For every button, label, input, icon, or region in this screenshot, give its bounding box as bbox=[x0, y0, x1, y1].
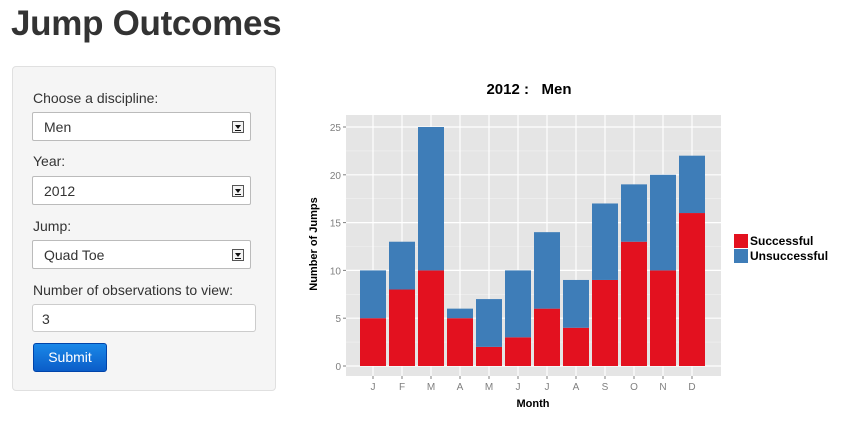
bar-unsuccessful bbox=[418, 127, 444, 271]
submit-button[interactable]: Submit bbox=[33, 343, 107, 372]
chevron-down-icon bbox=[232, 185, 244, 197]
legend-label: Unsuccessful bbox=[750, 249, 828, 263]
bar-successful bbox=[389, 289, 415, 366]
bar-successful bbox=[534, 308, 560, 366]
bar-successful bbox=[360, 318, 386, 366]
discipline-label: Choose a discipline: bbox=[33, 90, 159, 106]
bar-successful bbox=[592, 279, 618, 366]
x-tick-label: S bbox=[602, 382, 609, 393]
chart-container: 2012 : Men 0 5 10 15 20 25 J F M A M J J A S O N D Month… bbox=[300, 70, 848, 424]
x-tick-label: J bbox=[371, 382, 376, 393]
observations-input-value: 3 bbox=[42, 311, 50, 327]
year-select[interactable]: 2012 bbox=[32, 176, 251, 205]
x-tick-label: J bbox=[545, 382, 550, 393]
x-tick-label: A bbox=[457, 382, 464, 393]
bar-unsuccessful bbox=[534, 232, 560, 309]
y-tick-label: 0 bbox=[335, 362, 341, 373]
x-tick-label: M bbox=[485, 382, 493, 393]
bar-successful bbox=[563, 327, 589, 366]
bar-unsuccessful bbox=[476, 299, 502, 347]
y-tick-label: 5 bbox=[335, 314, 341, 325]
x-tick-label: F bbox=[399, 382, 405, 393]
y-tick-label: 25 bbox=[330, 123, 342, 134]
y-tick-label: 15 bbox=[330, 219, 342, 230]
x-tick-label: A bbox=[573, 382, 580, 393]
observations-label: Number of observations to view: bbox=[33, 282, 233, 298]
stacked-bar-chart: 2012 : Men 0 5 10 15 20 25 J F M A M J J A S O N D Month… bbox=[308, 81, 828, 410]
x-tick-label: J bbox=[516, 382, 521, 393]
legend-swatch-unsuccessful bbox=[734, 249, 748, 263]
bar-unsuccessful bbox=[563, 279, 589, 328]
bar-unsuccessful bbox=[360, 270, 386, 319]
bar-unsuccessful bbox=[592, 203, 618, 280]
x-tick-label: O bbox=[630, 382, 638, 393]
bar-unsuccessful bbox=[679, 155, 705, 214]
year-select-value: 2012 bbox=[44, 183, 76, 199]
chevron-down-icon bbox=[232, 121, 244, 133]
y-tick-label: 20 bbox=[330, 171, 342, 182]
x-tick-label: M bbox=[427, 382, 435, 393]
bar-successful bbox=[621, 241, 647, 366]
y-axis-label: Number of Jumps bbox=[308, 197, 320, 291]
bar-successful bbox=[679, 213, 705, 366]
page-title: Jump Outcomes bbox=[11, 4, 282, 43]
bar-unsuccessful bbox=[650, 174, 676, 271]
bar-successful bbox=[650, 270, 676, 366]
observations-input[interactable]: 3 bbox=[32, 304, 256, 332]
discipline-select[interactable]: Men bbox=[32, 112, 251, 141]
legend-label: Successful bbox=[750, 234, 813, 248]
y-tick-label: 10 bbox=[330, 266, 342, 277]
bar-successful bbox=[418, 270, 444, 366]
bar-unsuccessful bbox=[447, 308, 473, 319]
year-label: Year: bbox=[33, 153, 66, 169]
chart-title: 2012 : Men bbox=[486, 81, 571, 98]
bar-unsuccessful bbox=[621, 184, 647, 242]
sidebar-panel: Choose a discipline: Men Year: 2012 Jump… bbox=[12, 66, 276, 391]
x-tick-label: D bbox=[688, 382, 695, 393]
discipline-select-value: Men bbox=[44, 119, 72, 135]
legend-swatch-successful bbox=[734, 234, 748, 248]
bar-successful bbox=[447, 318, 473, 366]
jump-select-value: Quad Toe bbox=[44, 247, 105, 263]
bar-unsuccessful bbox=[389, 241, 415, 290]
bar-successful bbox=[505, 337, 531, 366]
chevron-down-icon bbox=[232, 249, 244, 261]
bar-unsuccessful bbox=[505, 270, 531, 338]
x-axis-label: Month bbox=[517, 398, 550, 410]
jump-select[interactable]: Quad Toe bbox=[32, 240, 251, 269]
x-tick-label: N bbox=[659, 382, 666, 393]
bar-successful bbox=[476, 346, 502, 366]
jump-label: Jump: bbox=[33, 218, 72, 234]
